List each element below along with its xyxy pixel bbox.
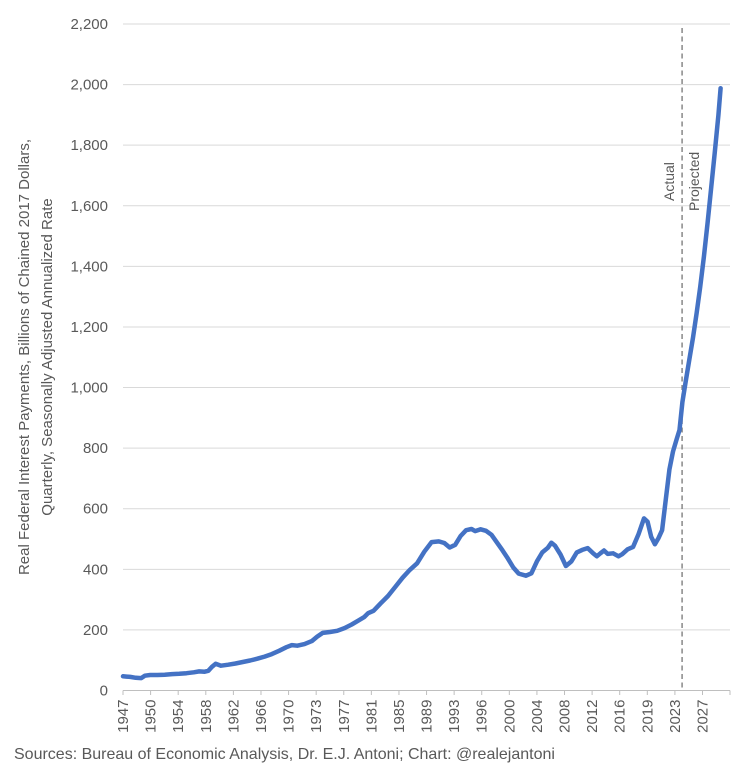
x-tick-label: 1989 [419, 700, 436, 733]
actual-label: Actual [661, 162, 677, 201]
x-tick-label: 1981 [363, 700, 380, 733]
x-tick-label: 1950 [143, 700, 160, 733]
x-tick-label: 1973 [308, 700, 325, 733]
x-tick-label: 1966 [253, 700, 270, 733]
data-series-line [120, 85, 723, 681]
x-tick-label: 2000 [501, 700, 518, 733]
x-tick-label: 2012 [584, 700, 601, 733]
x-tick-label: 2008 [557, 700, 574, 733]
x-tick-label: 1993 [446, 700, 463, 733]
y-tick-label: 2,000 [70, 77, 108, 94]
y-tick-label: 1,200 [70, 319, 108, 336]
projected-label: Projected [686, 152, 702, 211]
x-tick-label: 1954 [170, 700, 187, 733]
x-tick-label: 1962 [225, 700, 242, 733]
x-tick-label: 2004 [529, 700, 546, 733]
y-tick-label: 800 [83, 440, 108, 457]
x-tick-label: 1996 [474, 700, 491, 733]
x-tick-label: 1958 [198, 700, 215, 733]
y-tick-label: 1,000 [70, 380, 108, 397]
y-tick-label: 0 [100, 683, 108, 700]
x-tick-label: 2016 [612, 700, 629, 733]
y-tick-label: 1,800 [70, 137, 108, 154]
y-tick-label: 400 [83, 561, 108, 578]
y-tick-label: 2,200 [70, 16, 108, 33]
y-tick-label: 200 [83, 622, 108, 639]
x-tick-label: 2019 [639, 700, 656, 733]
x-tick-label: 1947 [115, 700, 132, 733]
y-tick-label: 1,600 [70, 198, 108, 215]
y-tick-label: 1,400 [70, 258, 108, 275]
x-tick-label: 2023 [667, 700, 684, 733]
x-tick-label: 1985 [391, 700, 408, 733]
x-tick-label: 1970 [281, 700, 298, 733]
source-footer: Sources: Bureau of Economic Analysis, Dr… [14, 746, 555, 763]
y-tick-label: 600 [83, 501, 108, 518]
x-tick-label: 1977 [336, 700, 353, 733]
x-tick-label: 2027 [695, 700, 712, 733]
